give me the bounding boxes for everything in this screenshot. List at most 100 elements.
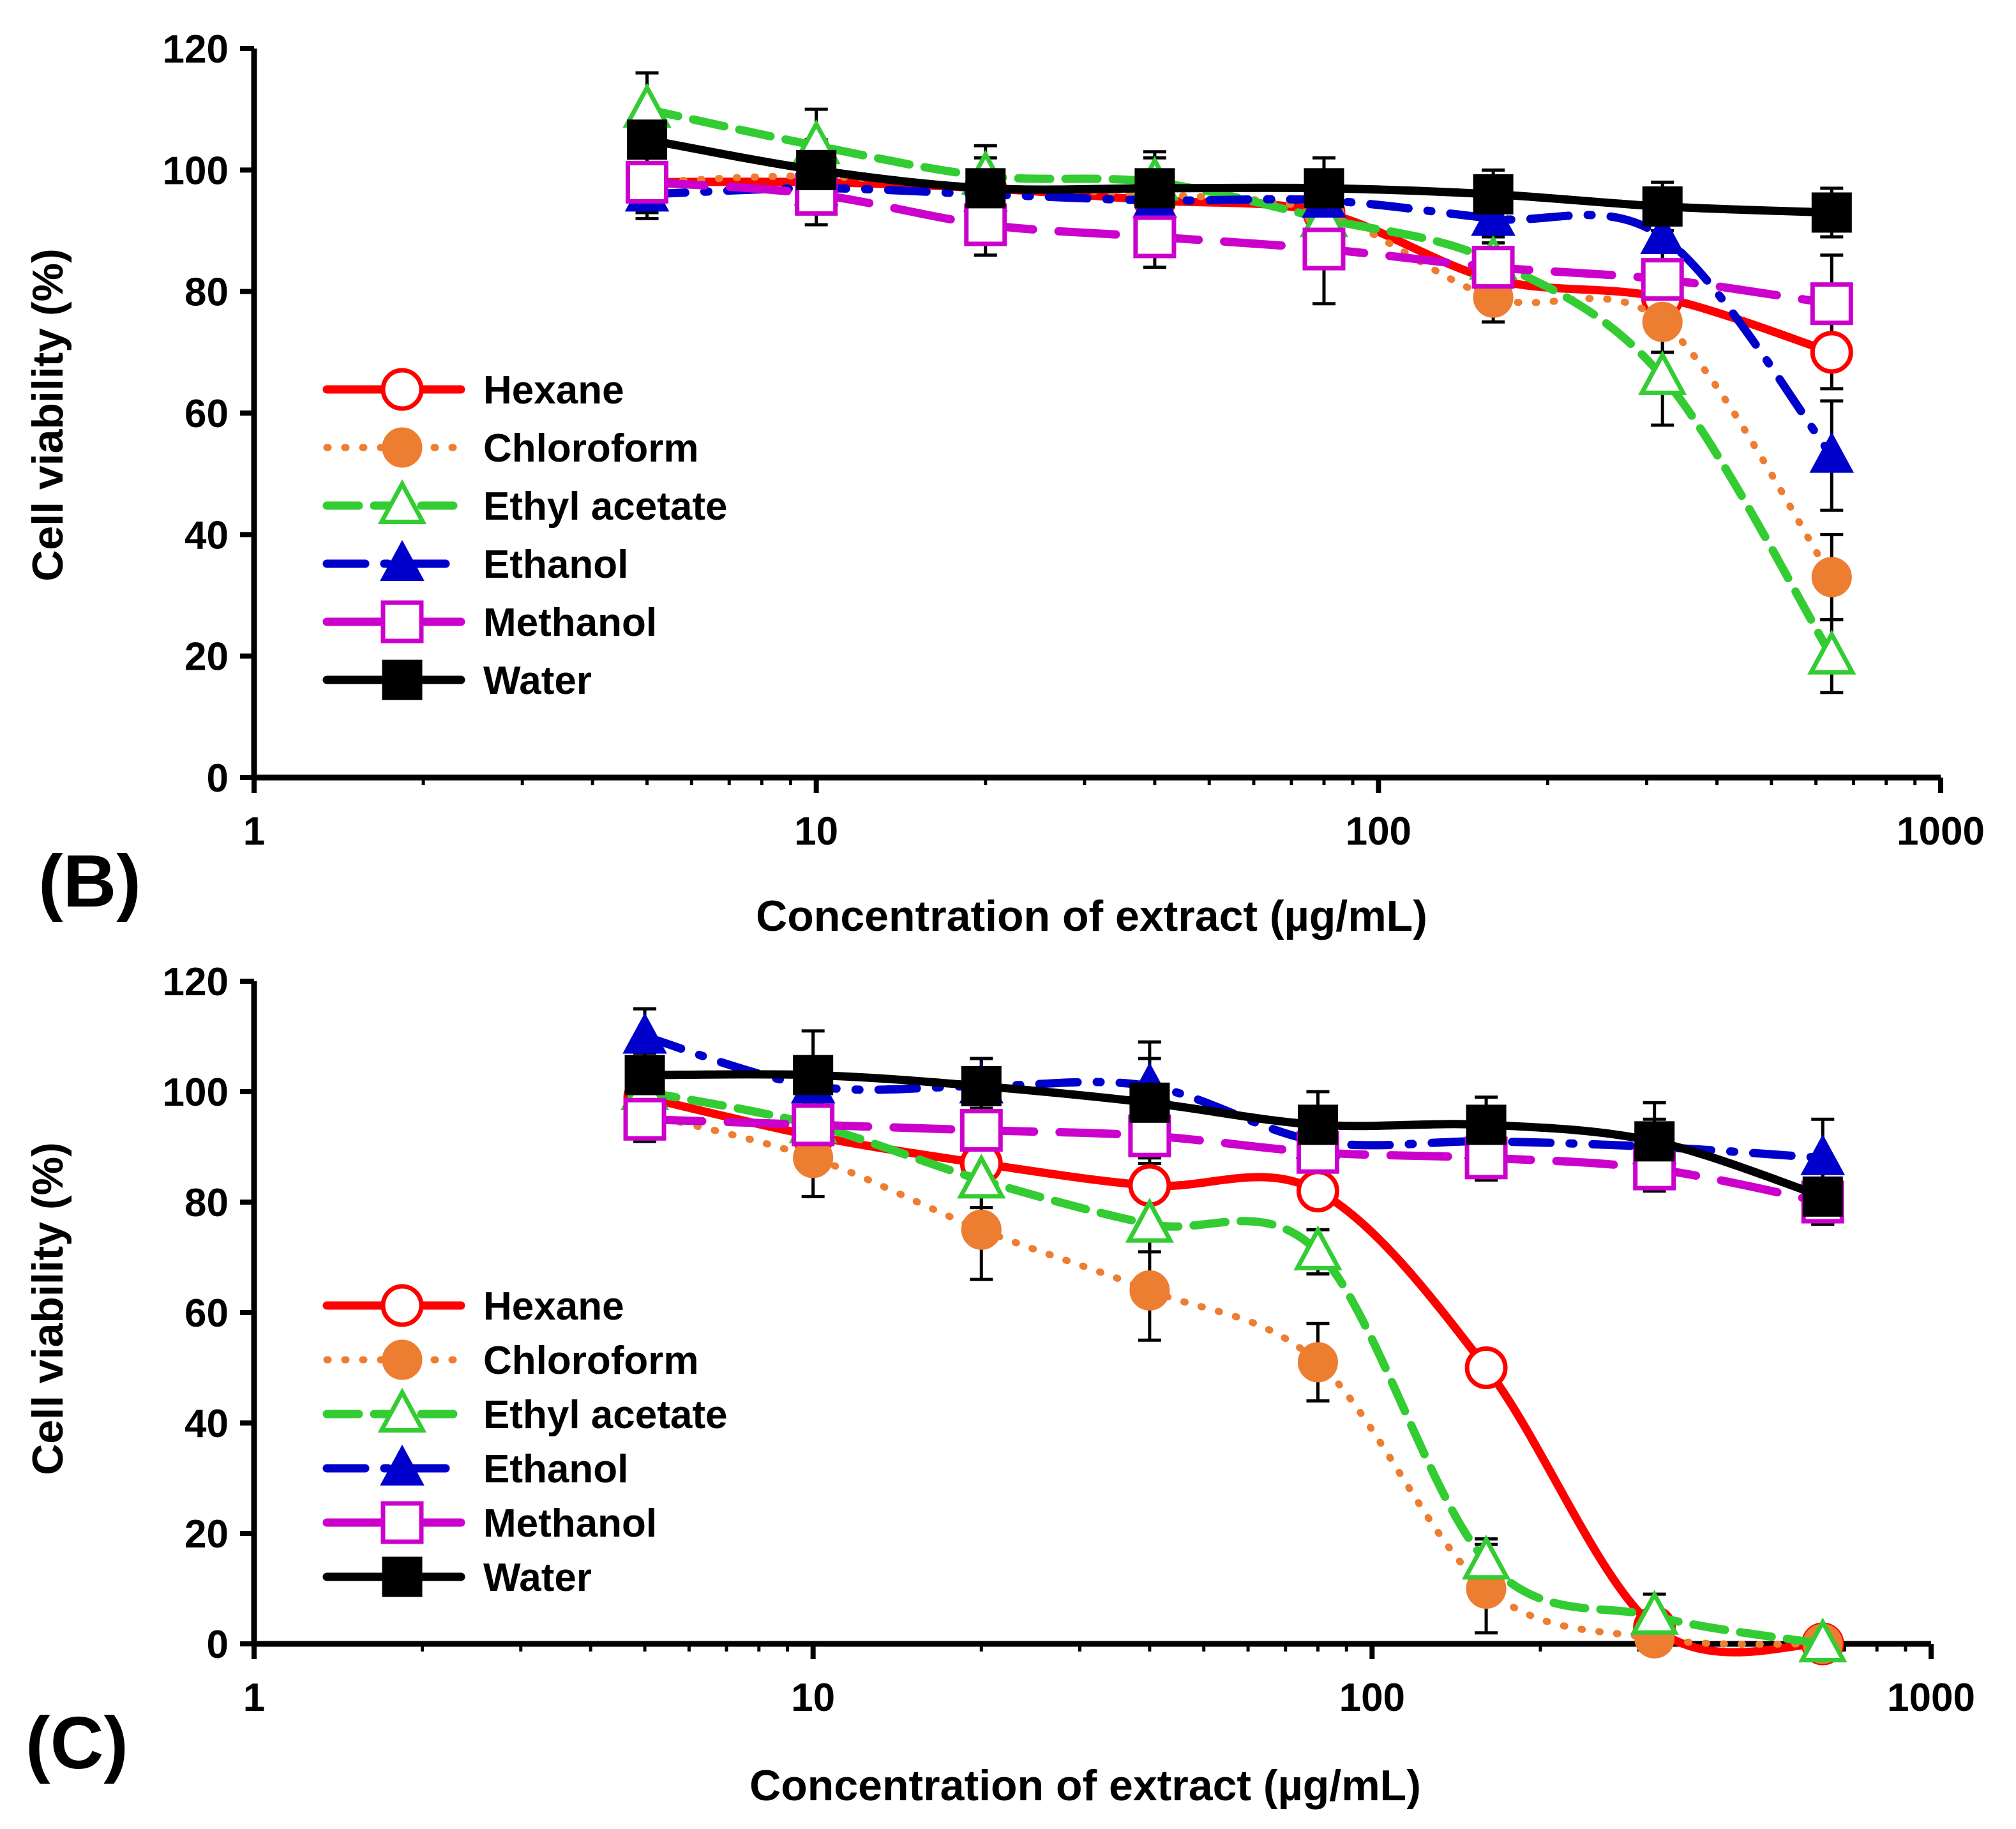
legend-marker-ethyl-acetate [377,1387,427,1433]
legend-label-water: Water [483,659,592,703]
data-point-ethanol [1640,213,1685,255]
legend-marker-ethanol [380,1444,425,1486]
legend-label-ethanol: Ethanol [483,1447,628,1491]
y-axis-title-c: Cell viability (%) [24,1142,72,1475]
series-line-water [643,135,1836,217]
legend-entry-methanol: Methanol [322,600,657,645]
data-point-methanol [1641,258,1684,301]
legend-label-ethyl-acetate: Ethyl acetate [483,485,728,529]
x-tick-label: 100 [1346,809,1411,854]
data-point-ethanol [1809,432,1854,473]
y-tick-label: 40 [184,513,229,557]
series-water [627,119,1852,233]
data-point-water [961,1065,1002,1106]
legend-b: Hexane Chloroform Ethyl acetate Ethanol Meth… [322,368,728,703]
legend-entry-ethanol: Ethanol [322,539,628,587]
legend-entry-ethyl-acetate: Ethyl acetate [322,1387,728,1437]
legend-entry-water: Water [322,1556,592,1600]
series-line-ethyl-acetate [640,1087,1827,1648]
data-point-chloroform [961,1209,1002,1250]
panel-label-c: (C) [26,1701,128,1784]
data-point-hexane [1464,1346,1508,1389]
data-point-water [1642,186,1683,227]
data-point-methanol [626,160,669,204]
legend-label-methanol: Methanol [483,1502,657,1546]
data-point-hexane [1296,1170,1339,1213]
legend-marker-hexane [380,1284,424,1327]
legend-label-methanol: Methanol [483,601,657,645]
data-point-methanol [959,1109,1003,1152]
legend-marker-chloroform [382,427,423,468]
x-tick-label: 100 [1339,1676,1405,1720]
x-axis-title-b: Concentration of extract (µg/mL) [756,892,1427,940]
y-tick-label: 120 [163,27,229,72]
data-point-water [965,168,1006,209]
data-point-water [1473,174,1514,215]
data-point-chloroform [1297,1342,1338,1383]
data-point-ethyl-acetate [1461,1534,1511,1580]
legend-entry-ethyl-acetate: Ethyl acetate [322,479,728,529]
data-point-methanol [1128,1114,1171,1157]
panel-b-chart: (B) Concentration of extract (µg/mL) Cel… [24,27,1985,940]
legend-c: Hexane Chloroform Ethyl acetate Ethanol Meth… [322,1284,728,1600]
data-point-water [1466,1104,1507,1145]
y-tick-label: 80 [184,1181,229,1225]
data-point-methanol [623,1097,666,1141]
y-tick-label: 60 [184,1291,229,1336]
data-point-water [796,149,837,190]
series-line-methanol [640,1115,1827,1207]
data-point-ethanol [622,1012,667,1054]
panel-c-chart: (C) Concentration of extract (µg/mL) Cel… [24,960,1975,1810]
legend-label-hexane: Hexane [483,1284,624,1328]
data-point-water [1634,1121,1675,1162]
data-point-water [793,1055,834,1095]
x-tick-label: 1000 [1897,809,1985,854]
data-point-ethyl-acetate [1798,1617,1847,1662]
series-water [624,1055,1843,1217]
legend-label-ethanol: Ethanol [483,543,628,587]
legend-marker-methanol [380,1501,424,1544]
legend-marker-methanol [380,600,424,644]
data-point-water [1297,1104,1338,1145]
panel-label-b: (B) [38,839,141,922]
legend-label-chloroform: Chloroform [483,426,699,470]
legend-entry-ethanol: Ethanol [322,1444,628,1491]
y-tick-label: 40 [184,1402,229,1446]
data-point-ethyl-acetate [1807,629,1856,675]
x-tick-label: 1 [243,1676,265,1720]
data-point-water [1304,168,1344,209]
data-point-hexane [1810,331,1853,374]
data-point-ethyl-acetate [1293,1225,1343,1270]
legend-marker-water [382,659,423,700]
legend-entry-hexane: Hexane [322,368,624,412]
legend-marker-ethyl-acetate [377,479,427,524]
legend-marker-chloroform [382,1339,423,1380]
x-tick-label: 10 [791,1676,835,1720]
series-line-ethyl-acetate [643,105,1836,661]
y-axis-title-b: Cell viability (%) [24,248,72,581]
data-point-methanol [1471,246,1515,289]
legend-label-chloroform: Chloroform [483,1339,699,1383]
data-point-water [624,1055,665,1095]
data-point-chloroform [1811,557,1852,598]
y-tick-label: 20 [184,1512,229,1556]
x-axis-title-c: Concentration of extract (µg/mL) [749,1761,1421,1810]
data-point-water [1134,168,1175,209]
data-point-ethyl-acetate [1630,1590,1679,1635]
legend-marker-ethanol [380,539,425,581]
data-point-methanol [1302,227,1346,271]
legend-entry-hexane: Hexane [322,1284,624,1328]
data-point-methanol [1810,282,1853,326]
series-line-hexane [640,1093,1827,1657]
series-line-water [640,1070,1827,1201]
data-point-chloroform [1129,1270,1170,1311]
y-tick-label: 100 [163,149,229,193]
legend-label-ethyl-acetate: Ethyl acetate [483,1393,728,1437]
y-tick-label: 60 [184,392,229,436]
legend-marker-water [382,1556,423,1597]
data-point-ethyl-acetate [957,1154,1006,1199]
y-tick-label: 0 [207,756,229,801]
legend-entry-water: Water [322,659,592,703]
